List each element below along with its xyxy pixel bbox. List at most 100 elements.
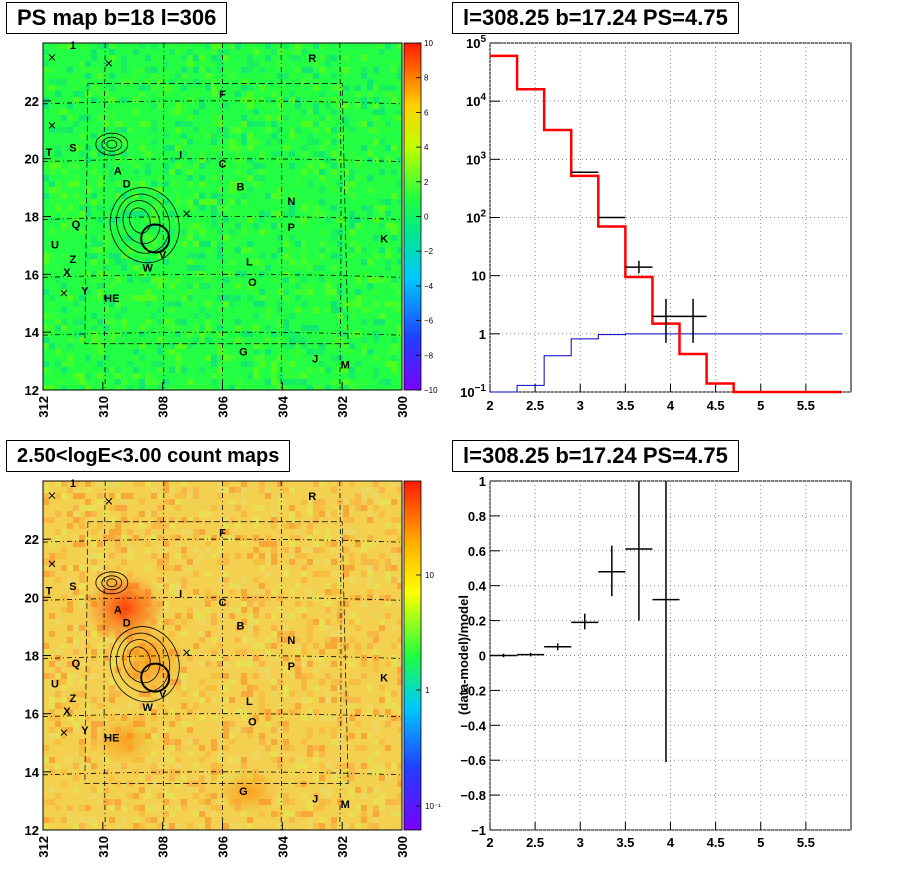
map-pixel bbox=[97, 151, 103, 157]
map-pixel bbox=[373, 319, 379, 325]
map-pixel bbox=[373, 115, 379, 121]
map-pixel bbox=[355, 145, 361, 151]
map-pixel bbox=[259, 601, 265, 607]
map-pixel bbox=[163, 61, 169, 67]
map-pixel bbox=[121, 199, 127, 205]
map-pixel bbox=[349, 679, 355, 685]
map-pixel bbox=[85, 559, 91, 565]
map-pixel bbox=[61, 193, 67, 199]
map-pixel bbox=[241, 727, 247, 733]
map-pixel bbox=[79, 601, 85, 607]
map-pixel bbox=[385, 703, 391, 709]
map-pixel bbox=[397, 325, 402, 331]
map-pixel bbox=[217, 115, 223, 121]
map-pixel bbox=[163, 523, 169, 529]
map-pixel bbox=[265, 97, 271, 103]
map-pixel bbox=[109, 253, 115, 259]
map-pixel bbox=[265, 559, 271, 565]
map-pixel bbox=[373, 157, 379, 163]
map-pixel bbox=[127, 367, 133, 373]
map-pixel bbox=[397, 691, 402, 697]
map-pixel bbox=[289, 127, 295, 133]
map-pixel bbox=[187, 61, 193, 67]
map-pixel bbox=[217, 769, 223, 775]
map-pixel bbox=[43, 97, 49, 103]
map-pixel bbox=[115, 787, 121, 793]
map-pixel bbox=[289, 817, 295, 823]
map-pixel bbox=[145, 319, 151, 325]
map-pixel bbox=[49, 697, 55, 703]
map-pixel bbox=[295, 547, 301, 553]
map-pixel bbox=[283, 67, 289, 73]
map-pixel bbox=[109, 169, 115, 175]
map-pixel bbox=[79, 643, 85, 649]
map-pixel bbox=[79, 649, 85, 655]
map-pixel bbox=[139, 811, 145, 817]
map-pixel bbox=[355, 121, 361, 127]
map-pixel bbox=[283, 295, 289, 301]
map-pixel bbox=[307, 109, 313, 115]
map-pixel bbox=[211, 811, 217, 817]
map-pixel bbox=[175, 739, 181, 745]
map-pixel bbox=[259, 289, 265, 295]
map-pixel bbox=[379, 697, 385, 703]
map-pixel bbox=[349, 241, 355, 247]
map-pixel bbox=[187, 199, 193, 205]
map-pixel bbox=[289, 235, 295, 241]
map-pixel bbox=[61, 733, 67, 739]
map-pixel bbox=[313, 109, 319, 115]
map-pixel bbox=[277, 823, 283, 829]
map-pixel bbox=[157, 337, 163, 343]
map-pixel bbox=[67, 577, 73, 583]
map-pixel bbox=[391, 307, 397, 313]
map-pixel bbox=[223, 661, 229, 667]
map-pixel bbox=[283, 565, 289, 571]
map-pixel bbox=[103, 319, 109, 325]
map-pixel bbox=[331, 589, 337, 595]
map-pixel bbox=[97, 787, 103, 793]
map-pixel bbox=[145, 55, 151, 61]
source-label: P bbox=[288, 222, 295, 234]
map-pixel bbox=[85, 709, 91, 715]
map-pixel bbox=[289, 703, 295, 709]
map-pixel bbox=[211, 115, 217, 121]
map-pixel bbox=[79, 313, 85, 319]
map-pixel bbox=[391, 61, 397, 67]
map-pixel bbox=[385, 319, 391, 325]
map-pixel bbox=[115, 181, 121, 187]
map-pixel bbox=[283, 571, 289, 577]
map-pixel bbox=[271, 205, 277, 211]
map-pixel bbox=[205, 319, 211, 325]
map-pixel bbox=[283, 313, 289, 319]
map-pixel bbox=[79, 793, 85, 799]
map-pixel bbox=[295, 487, 301, 493]
map-pixel bbox=[49, 301, 55, 307]
map-pixel bbox=[187, 175, 193, 181]
map-pixel bbox=[73, 493, 79, 499]
map-pixel bbox=[259, 61, 265, 67]
map-pixel bbox=[61, 817, 67, 823]
map-pixel bbox=[379, 211, 385, 217]
map-pixel bbox=[193, 265, 199, 271]
map-pixel bbox=[343, 715, 349, 721]
source-label: Z bbox=[70, 254, 77, 266]
map-pixel bbox=[199, 661, 205, 667]
map-pixel bbox=[115, 331, 121, 337]
map-pixel bbox=[379, 625, 385, 631]
map-pixel bbox=[211, 379, 217, 385]
map-pixel bbox=[325, 589, 331, 595]
source-label: D bbox=[123, 617, 131, 629]
map-pixel bbox=[85, 787, 91, 793]
map-pixel bbox=[349, 517, 355, 523]
map-pixel bbox=[373, 823, 379, 829]
map-pixel bbox=[289, 589, 295, 595]
map-pixel bbox=[247, 595, 253, 601]
map-pixel bbox=[109, 367, 115, 373]
map-pixel bbox=[313, 481, 319, 487]
map-pixel bbox=[67, 217, 73, 223]
map-pixel bbox=[247, 121, 253, 127]
map-pixel bbox=[175, 121, 181, 127]
map-pixel bbox=[79, 817, 85, 823]
map-pixel bbox=[211, 793, 217, 799]
map-pixel bbox=[181, 691, 187, 697]
